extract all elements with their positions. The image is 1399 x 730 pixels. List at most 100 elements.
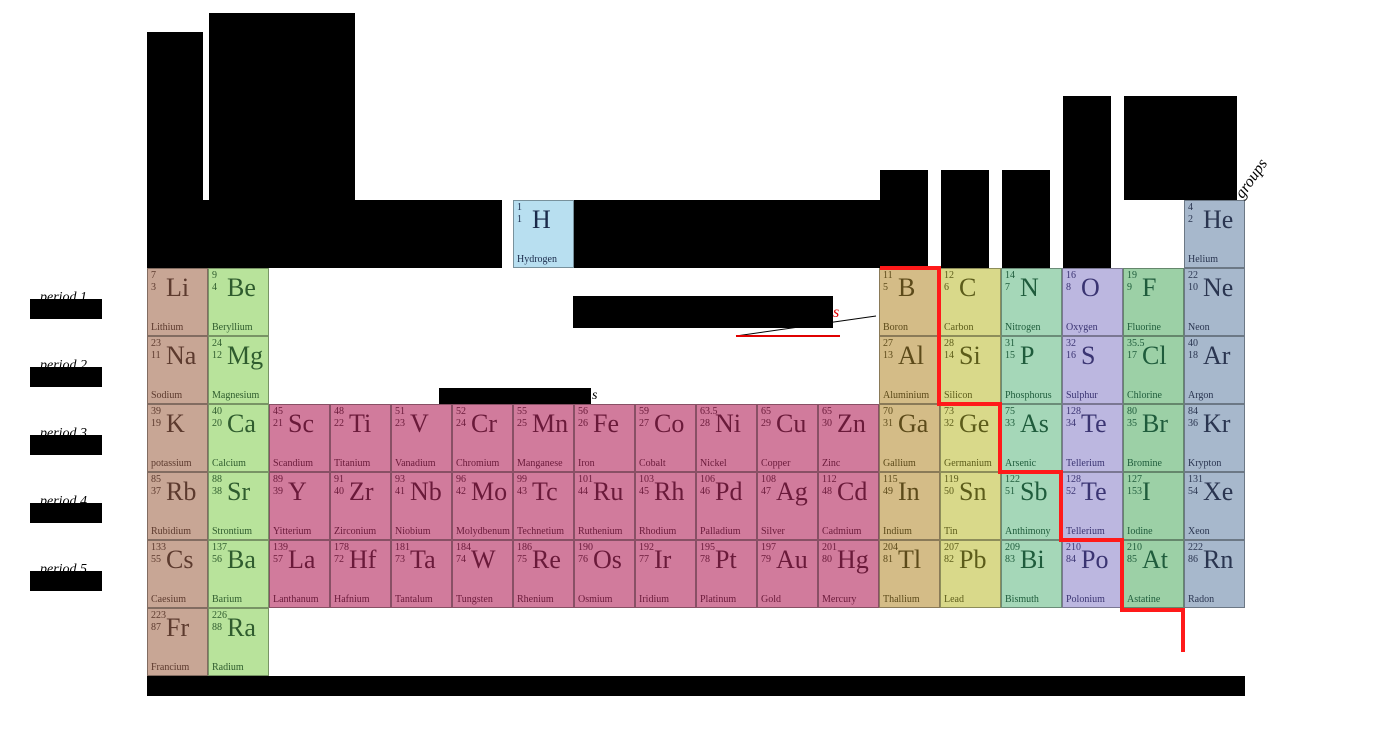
element-symbol: Cr xyxy=(471,411,497,437)
element-name: Hydrogen xyxy=(517,255,557,265)
element-cd: 11248CdCadmium xyxy=(818,472,879,540)
element-number: 4 xyxy=(212,283,217,293)
element-symbol: Pb xyxy=(959,547,986,573)
element-name: Sulphur xyxy=(1066,391,1098,401)
element-name: Bismuth xyxy=(1005,595,1039,605)
element-si: 2814SiSilicon xyxy=(940,336,1001,404)
element-number: 73 xyxy=(395,555,405,565)
element-symbol: Mo xyxy=(471,479,507,505)
element-ti: 4822TiTitanium xyxy=(330,404,391,472)
element-number: 76 xyxy=(578,555,588,565)
element-mass: 137 xyxy=(212,543,227,553)
element-name: Molydbenum xyxy=(456,527,510,537)
element-cr: 5224CrChromium xyxy=(452,404,513,472)
element-os: 19076OsOsmium xyxy=(574,540,635,608)
element-name: Krypton xyxy=(1188,459,1221,469)
element-symbol: Ru xyxy=(593,479,623,505)
redaction-box xyxy=(573,296,833,328)
element-mass: 192 xyxy=(639,543,654,553)
element-mass: 210 xyxy=(1127,543,1142,553)
element-symbol: Cs xyxy=(166,547,193,573)
element-symbol: Cd xyxy=(837,479,867,505)
element-pd: 10646PdPalladium xyxy=(696,472,757,540)
element-symbol: Ga xyxy=(898,411,928,437)
element-mass: 201 xyxy=(822,543,837,553)
element-number: 34 xyxy=(1066,419,1076,429)
element-ba: 13756BaBarium xyxy=(208,540,269,608)
element-name: Lithium xyxy=(151,323,183,333)
element-name: Iridium xyxy=(639,595,669,605)
period-label: period 4 xyxy=(40,494,87,510)
element-name: Beryllium xyxy=(212,323,253,333)
element-name: Carbon xyxy=(944,323,973,333)
element-number: 57 xyxy=(273,555,283,565)
element-mass: 195 xyxy=(700,543,715,553)
period-label: period 1 xyxy=(40,290,87,306)
element-mass: 186 xyxy=(517,543,532,553)
element-number: 30 xyxy=(822,419,832,429)
element-mass: 16 xyxy=(1066,271,1076,281)
element-mass: 209 xyxy=(1005,543,1020,553)
element-number: 82 xyxy=(944,555,954,565)
element-name: Aluminium xyxy=(883,391,929,401)
element-symbol: F xyxy=(1142,275,1156,301)
element-symbol: Ba xyxy=(227,547,256,573)
element-symbol: Ni xyxy=(715,411,741,437)
element-name: Arsenic xyxy=(1005,459,1036,469)
element-mass: 103 xyxy=(639,475,654,485)
element-hg: 20180HgMercury xyxy=(818,540,879,608)
element-name: Tellerium xyxy=(1066,527,1105,537)
element-name: Neon xyxy=(1188,323,1210,333)
element-mass: 80 xyxy=(1127,407,1137,417)
element-number: 79 xyxy=(761,555,771,565)
element-name: Indium xyxy=(883,527,912,537)
element-mass: 24 xyxy=(212,339,222,349)
element-name: Tellerium xyxy=(1066,459,1105,469)
element-mass: 197 xyxy=(761,543,776,553)
element-number: 25 xyxy=(517,419,527,429)
element-number: 81 xyxy=(883,555,893,565)
element-mass: 40 xyxy=(212,407,222,417)
element-symbol: Zn xyxy=(837,411,866,437)
element-number: 84 xyxy=(1066,555,1076,565)
element-ga: 7031GaGallium xyxy=(879,404,940,472)
element-mass: 11 xyxy=(883,271,893,281)
element-symbol: P xyxy=(1020,343,1034,369)
element-name: Rhodium xyxy=(639,527,676,537)
element-symbol: Au xyxy=(776,547,808,573)
element-ta: 18173TaTantalum xyxy=(391,540,452,608)
element-mass: 65 xyxy=(761,407,771,417)
element-number: 80 xyxy=(822,555,832,565)
annotation: groups xyxy=(1232,156,1272,202)
element-symbol: Ca xyxy=(227,411,256,437)
element-name: Nickel xyxy=(700,459,727,469)
element-mass: 22 xyxy=(1188,271,1198,281)
element-number: 18 xyxy=(1188,351,1198,361)
element-ne: 2210NeNeon xyxy=(1184,268,1245,336)
element-number: 11 xyxy=(151,351,161,361)
element-name: Cobalt xyxy=(639,459,666,469)
element-symbol: Ag xyxy=(776,479,808,505)
element-ni: 63.528NiNickel xyxy=(696,404,757,472)
element-mass: 204 xyxy=(883,543,898,553)
element-mass: 210 xyxy=(1066,543,1081,553)
element-mass: 139 xyxy=(273,543,288,553)
element-symbol: Rh xyxy=(654,479,684,505)
element-symbol: S xyxy=(1081,343,1095,369)
element-symbol: N xyxy=(1020,275,1039,301)
element-number: 17 xyxy=(1127,351,1137,361)
element-number: 29 xyxy=(761,419,771,429)
element-number: 72 xyxy=(334,555,344,565)
element-name: Rhenium xyxy=(517,595,554,605)
periodic-table: 11HHydrogen42HeHelium73LiLithium94BeBery… xyxy=(0,0,1399,730)
element-symbol: Xe xyxy=(1203,479,1233,505)
redaction-box xyxy=(563,200,880,268)
element-mass: 91 xyxy=(334,475,344,485)
element-symbol: Tl xyxy=(898,547,921,573)
element-te: 12834TeTellerium xyxy=(1062,404,1123,472)
element-name: Nitrogen xyxy=(1005,323,1041,333)
element-number: 26 xyxy=(578,419,588,429)
element-number: 78 xyxy=(700,555,710,565)
element-o: 168OOxygen xyxy=(1062,268,1123,336)
redaction-box xyxy=(941,170,989,268)
